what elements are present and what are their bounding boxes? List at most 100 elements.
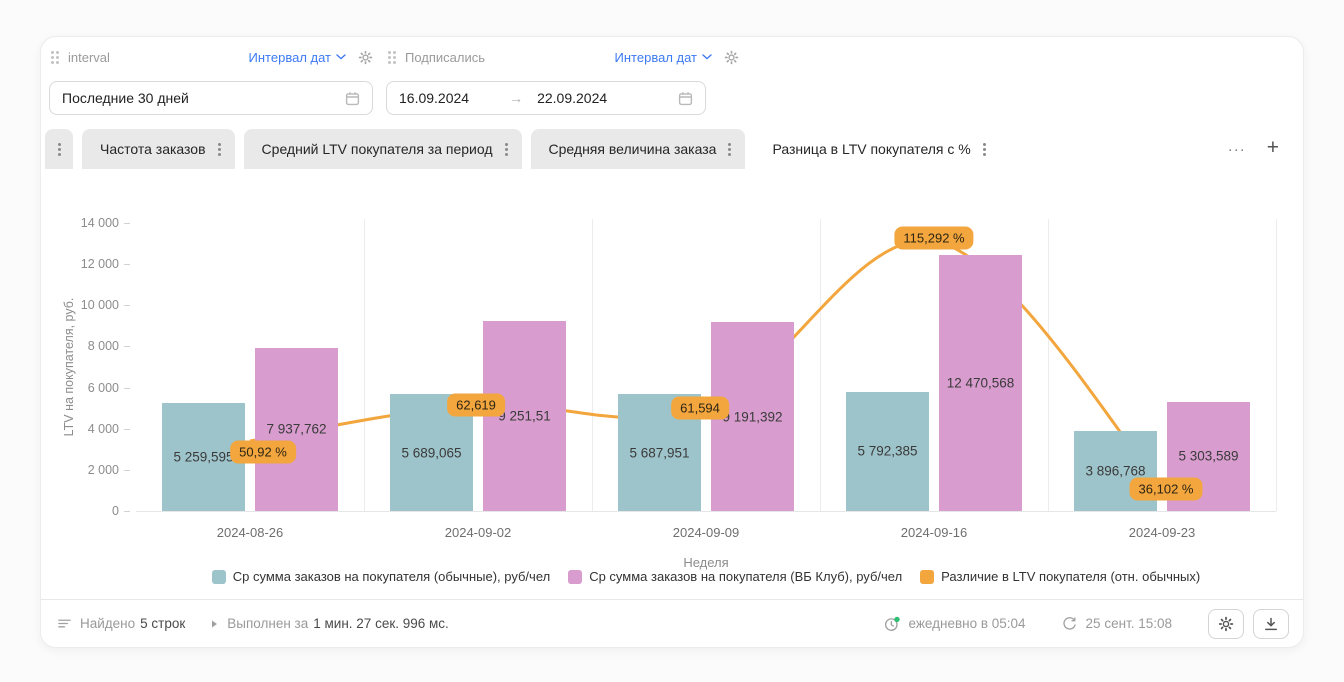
tab-kebab-mini[interactable]	[45, 129, 73, 169]
dashboard-card: interval Интервал дат Последние 30 дней …	[40, 36, 1304, 648]
y-tick-label: 8 000	[87, 339, 119, 354]
tab-avg-order-value[interactable]: Средняя величина заказа	[530, 129, 746, 169]
bar-value-label: 5 689,065	[401, 445, 462, 460]
legend: Ср сумма заказов на покупателя (обычные)…	[136, 569, 1276, 584]
bar-value-label: 9 251,51	[498, 408, 551, 424]
percent-badge[interactable]: 61,594	[671, 396, 729, 420]
legend-swatch	[920, 569, 935, 584]
legend-swatch	[568, 569, 583, 584]
x-tick-label: 2024-09-02	[444, 525, 512, 540]
chart-area: LTV на покупателя, руб. Неделя Ср сумма …	[41, 169, 1303, 601]
tab-order-frequency[interactable]: Частота заказов	[82, 129, 235, 169]
date-from-value: 16.09.2024	[399, 90, 470, 106]
kebab-icon[interactable]	[982, 147, 986, 151]
filter-type-link[interactable]: Интервал дат	[615, 50, 712, 65]
kebab-icon	[57, 147, 61, 151]
legend-item[interactable]: Различие в LTV покупателя (отн. обычных)	[920, 569, 1200, 584]
drag-handle-icon[interactable]	[49, 50, 61, 64]
percent-badge[interactable]: 115,292 %	[894, 226, 974, 250]
legend-label: Ср сумма заказов на покупателя (обычные)…	[232, 569, 551, 584]
calendar-icon[interactable]	[345, 91, 360, 106]
tab-strip: Частота заказов Средний LTV покупателя з…	[45, 129, 1289, 169]
status-bar: Найдено 5 строк Выполнен за 1 мин. 27 се…	[41, 599, 1303, 647]
bar-value-label: 5 792,385	[857, 443, 918, 459]
tab-ltv-diff-percent[interactable]: Разница в LTV покупателя с %	[754, 129, 1000, 169]
y-tick-mark	[124, 428, 130, 430]
y-tick-label: 12 000	[80, 257, 119, 272]
calendar-icon[interactable]	[678, 91, 693, 106]
bar-regular[interactable]	[846, 391, 929, 511]
grid-line	[364, 219, 365, 511]
date-preset-value: Последние 30 дней	[62, 90, 189, 106]
expand-details-icon[interactable]	[209, 619, 219, 629]
executed-value: 1 мин. 27 сек. 996 мс.	[313, 616, 449, 631]
filter-name: Подписались	[405, 49, 486, 65]
rows-found-value: 5 строк	[140, 616, 186, 631]
percent-badge[interactable]: 50,92 %	[230, 440, 296, 464]
grid-line	[1048, 219, 1049, 511]
bar-value-label: 7 937,762	[266, 421, 327, 437]
date-preset-input[interactable]: Последние 30 дней	[49, 81, 373, 115]
bar-value-label: 5 687,951	[629, 445, 690, 460]
legend-swatch	[211, 569, 226, 584]
export-button[interactable]	[1253, 608, 1289, 639]
refresh-icon[interactable]	[1062, 616, 1077, 631]
x-tick-label: 2024-09-23	[1128, 525, 1196, 540]
filter-type-link[interactable]: Интервал дат	[249, 50, 346, 65]
last-refresh-time: 25 сент. 15:08	[1085, 616, 1172, 631]
y-tick-label: 10 000	[80, 298, 119, 313]
rows-found-prefix: Найдено	[80, 616, 136, 631]
legend-label: Различие в LTV покупателя (отн. обычных)	[941, 569, 1201, 584]
y-tick-mark	[124, 511, 130, 512]
x-axis-line	[136, 511, 1276, 512]
add-tab-button[interactable]: +	[1266, 135, 1279, 159]
y-tick-mark	[124, 469, 130, 471]
y-tick-label: 2 000	[87, 462, 119, 477]
x-tick-label: 2024-09-09	[672, 525, 740, 540]
chart-settings-button[interactable]	[1208, 608, 1244, 639]
drag-handle-icon[interactable]	[386, 50, 398, 64]
executed-prefix: Выполнен за	[227, 616, 309, 631]
filter-group-subscribed: Подписались Интервал дат 16.09.2024 → 22…	[386, 47, 739, 115]
rows-filter-icon	[57, 616, 72, 631]
schedule-clock-icon	[884, 616, 900, 632]
y-tick-mark	[124, 387, 130, 389]
grid-line	[1276, 219, 1277, 511]
grid-line	[592, 219, 593, 511]
date-range-input[interactable]: 16.09.2024 → 22.09.2024	[386, 81, 706, 115]
bar-club[interactable]	[939, 254, 1022, 511]
gear-icon[interactable]	[358, 50, 373, 65]
filter-type-label: Интервал дат	[614, 49, 697, 65]
bar-club[interactable]	[255, 347, 338, 511]
y-tick-mark	[124, 305, 130, 307]
x-tick-label: 2024-08-26	[216, 525, 284, 540]
percent-badge[interactable]: 36,102 %	[1129, 477, 1203, 501]
gear-icon[interactable]	[724, 50, 739, 65]
grid-line	[820, 219, 821, 511]
filter-group-interval: interval Интервал дат Последние 30 дней	[49, 47, 373, 115]
y-axis-title: LTV на покупателя, руб.	[62, 297, 76, 437]
bar-value-label: 12 470,568	[946, 375, 1015, 391]
date-to-value: 22.09.2024	[537, 90, 608, 106]
legend-item[interactable]: Ср сумма заказов на покупателя (обычные)…	[211, 569, 551, 584]
kebab-icon[interactable]	[728, 147, 732, 151]
y-tick-label: 0	[112, 504, 119, 518]
filter-name: interval	[68, 49, 110, 65]
tabs-overflow-button[interactable]: ···	[1227, 140, 1246, 158]
y-tick-mark	[124, 264, 130, 266]
chevron-down-icon	[702, 54, 712, 60]
gear-icon	[1218, 616, 1234, 632]
legend-label: Ср сумма заказов на покупателя (ВБ Клуб)…	[589, 569, 903, 584]
bar-value-label: 9 191,392	[722, 409, 783, 424]
bar-value-label: 5 303,589	[1178, 448, 1239, 464]
legend-item[interactable]: Ср сумма заказов на покупателя (ВБ Клуб)…	[568, 569, 902, 584]
x-axis-title: Неделя	[683, 555, 729, 570]
kebab-icon[interactable]	[504, 147, 508, 151]
y-tick-label: 4 000	[87, 421, 119, 436]
range-arrow-icon: →	[509, 90, 524, 106]
percent-badge[interactable]: 62,619	[447, 393, 505, 417]
kebab-icon[interactable]	[217, 147, 221, 151]
tab-avg-ltv-period[interactable]: Средний LTV покупателя за период	[243, 129, 522, 169]
bar-value-label: 5 259,595	[173, 449, 234, 465]
chevron-down-icon	[336, 54, 346, 60]
